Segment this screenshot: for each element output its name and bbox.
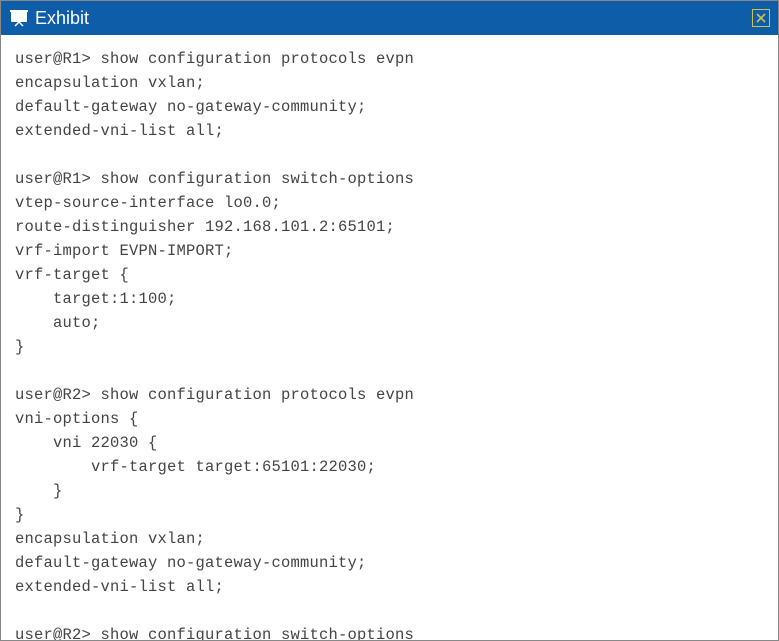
titlebar: Exhibit xyxy=(1,1,778,35)
close-button[interactable] xyxy=(752,9,770,27)
close-icon xyxy=(756,11,766,25)
terminal-output: user@R1> show configuration protocols ev… xyxy=(15,47,764,640)
exhibit-window: Exhibit user@R1> show configuration prot… xyxy=(0,0,779,641)
titlebar-left: Exhibit xyxy=(9,8,89,29)
content-area: user@R1> show configuration protocols ev… xyxy=(1,35,778,640)
window-title: Exhibit xyxy=(35,8,89,29)
presentation-icon xyxy=(9,9,29,27)
